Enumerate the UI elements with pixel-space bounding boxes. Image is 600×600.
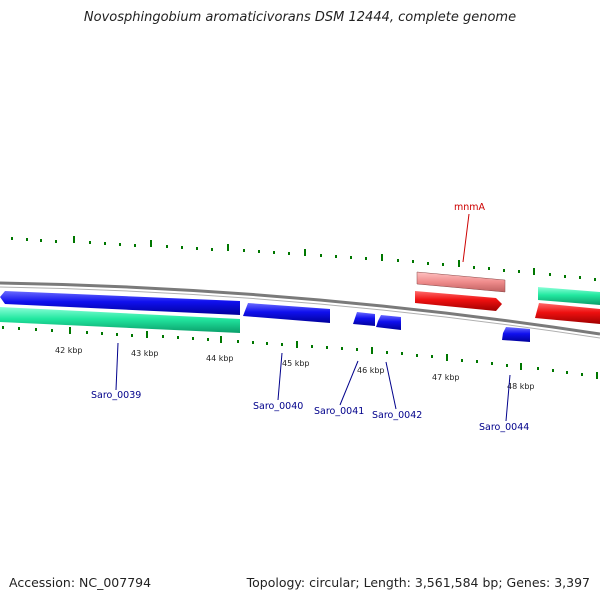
cds-saro-0041[interactable] [353, 312, 375, 326]
gene-label-saro-0044[interactable]: Saro_0044 [479, 422, 529, 433]
cds-reverse-feature-left[interactable] [0, 307, 240, 333]
cds-forward-row [0, 291, 530, 342]
kbp-label: 48 kbp [507, 382, 535, 391]
label-leaders [115, 213, 511, 422]
kbp-label: 44 kbp [206, 354, 234, 363]
forward-strand-features [415, 271, 600, 324]
gene-label-saro-0039[interactable]: Saro_0039 [91, 390, 141, 401]
trna-feature-1[interactable] [415, 291, 502, 311]
cds-reverse-feature-right[interactable] [538, 287, 600, 305]
cds-saro-0042[interactable] [376, 315, 401, 330]
gene-label-mnmA[interactable]: mnmA [454, 202, 486, 213]
gene-label-saro-0041[interactable]: Saro_0041 [314, 406, 364, 417]
genome-backbone [0, 281, 600, 339]
kbp-label: 47 kbp [432, 373, 460, 382]
inner-tick-ruler [2, 326, 598, 379]
kbp-label: 42 kbp [55, 346, 83, 355]
genome-summary-text: Topology: circular; Length: 3,561,584 bp… [246, 575, 590, 590]
genome-title: Novosphingobium aromaticivorans DSM 1244… [83, 10, 517, 25]
mnmA-gene[interactable] [416, 271, 506, 293]
cds-saro-0044[interactable] [502, 327, 530, 342]
gene-label-saro-0040[interactable]: Saro_0040 [253, 401, 303, 412]
cds-reverse-row [0, 307, 240, 333]
kbp-label: 45 kbp [282, 359, 310, 368]
kbp-labels: 42 kbp 43 kbp 44 kbp 45 kbp 46 kbp 47 kb… [55, 346, 535, 391]
accession-text: Accession: NC_007794 [9, 575, 152, 590]
gene-name-labels: mnmA Saro_0039 Saro_0040 Saro_0041 Saro_… [91, 202, 529, 433]
kbp-label: 46 kbp [357, 366, 385, 375]
outer-tick-ruler [11, 236, 596, 281]
trna-feature-2[interactable] [535, 303, 600, 324]
kbp-label: 43 kbp [131, 349, 159, 358]
cds-saro-0040[interactable] [243, 303, 330, 323]
cds-saro-0039[interactable] [0, 291, 240, 315]
gene-label-saro-0042[interactable]: Saro_0042 [372, 410, 422, 421]
